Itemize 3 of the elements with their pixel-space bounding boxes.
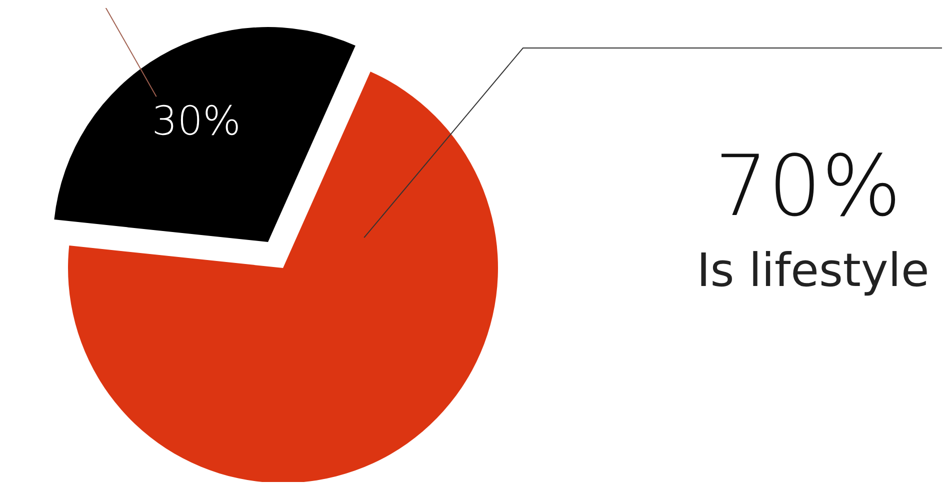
data-label: 70% <box>714 137 902 235</box>
data-label: 30% <box>152 98 241 145</box>
slice-label: Is lifestyle <box>696 243 930 297</box>
